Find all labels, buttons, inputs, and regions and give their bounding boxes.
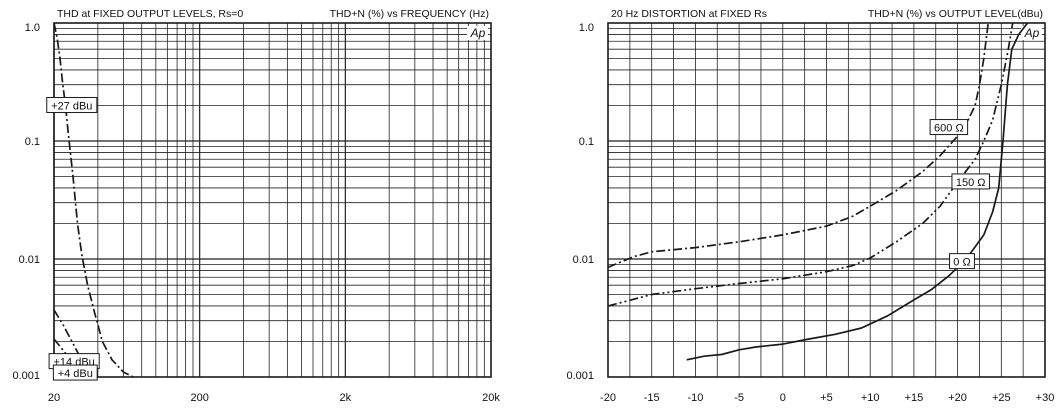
logo-patch	[467, 26, 488, 40]
series-line	[686, 23, 1029, 361]
x-tick-label: 20	[48, 392, 60, 404]
series-label: +27 dBu	[46, 96, 98, 113]
grid	[608, 23, 1045, 377]
x-tick-label: +5	[820, 392, 833, 404]
series-label: 600 Ω	[929, 119, 969, 136]
x-tick-label: 0	[780, 392, 786, 404]
series-label-text: 600 Ω	[934, 123, 964, 135]
series-label: 150 Ω	[951, 173, 990, 190]
chart-subtitle: THD+N (%) vs OUTPUT LEVEL(dBu)	[868, 8, 1043, 20]
chart-subtitle: THD+N (%) vs FREQUENCY (Hz)	[330, 8, 489, 20]
x-tick-label: -15	[644, 392, 660, 404]
y-tick-label: 0.001	[566, 370, 594, 382]
series-label: +4 dBu	[52, 364, 98, 381]
series-group	[54, 23, 134, 377]
series-label-text: 150 Ω	[956, 177, 986, 189]
series-line	[608, 23, 990, 269]
x-tick-label: +10	[861, 392, 880, 404]
plot-frame	[607, 22, 1046, 378]
chart-title: THD at FIXED OUTPUT LEVELS, Rs=0	[57, 8, 243, 20]
y-tick-label: 0.01	[573, 254, 594, 266]
ap-logo-icon: Ap	[467, 26, 488, 40]
x-tick-label: 200	[190, 392, 208, 404]
y-tick-label: 0.01	[19, 254, 40, 266]
x-tick-label: +25	[992, 392, 1011, 404]
x-tick-label: +15	[905, 392, 924, 404]
x-tick-label: -10	[687, 392, 703, 404]
y-tick-label: 1.0	[579, 22, 594, 34]
series-label-text: 0 Ω	[953, 257, 970, 269]
y-tick-label: 0.001	[12, 370, 40, 382]
chart-2: 20 Hz DISTORTION at FIXED Rs THD+N (%) vs…	[566, 8, 1054, 404]
x-tick-label: -20	[600, 392, 616, 404]
series-label-box	[46, 96, 98, 113]
x-tick-label: +20	[948, 392, 967, 404]
logo-text: Ap	[470, 26, 486, 40]
series-group	[608, 23, 1029, 361]
x-tick-label: +30	[1036, 392, 1055, 404]
chart-title: 20 Hz DISTORTION at FIXED Rs	[611, 8, 767, 20]
series-label-box	[929, 119, 969, 136]
series-label-text: +27 dBu	[51, 100, 92, 112]
series-label-box	[951, 173, 990, 190]
series-line	[54, 23, 134, 377]
logo-patch	[1021, 26, 1042, 40]
ap-logo-icon: Ap	[1021, 26, 1042, 40]
x-tick-label: 20k	[482, 392, 500, 404]
x-tick-label: -5	[734, 392, 744, 404]
x-tick-label: 2k	[340, 392, 352, 404]
y-tick-label: 0.1	[579, 136, 594, 148]
series-label-box	[949, 253, 975, 270]
series-label-text: +4 dBu	[58, 368, 93, 380]
y-tick-label: 0.1	[25, 136, 40, 148]
series-label: 0 Ω	[949, 253, 975, 270]
y-tick-label: 1.0	[25, 22, 40, 34]
logo-text: Ap	[1024, 26, 1040, 40]
plot-frame	[53, 22, 492, 378]
series-label-box	[52, 364, 98, 381]
series-line	[608, 23, 1014, 307]
chart-1: THD at FIXED OUTPUT LEVELS, Rs=0 THD+N (%…	[12, 8, 500, 404]
grid	[53, 23, 491, 377]
